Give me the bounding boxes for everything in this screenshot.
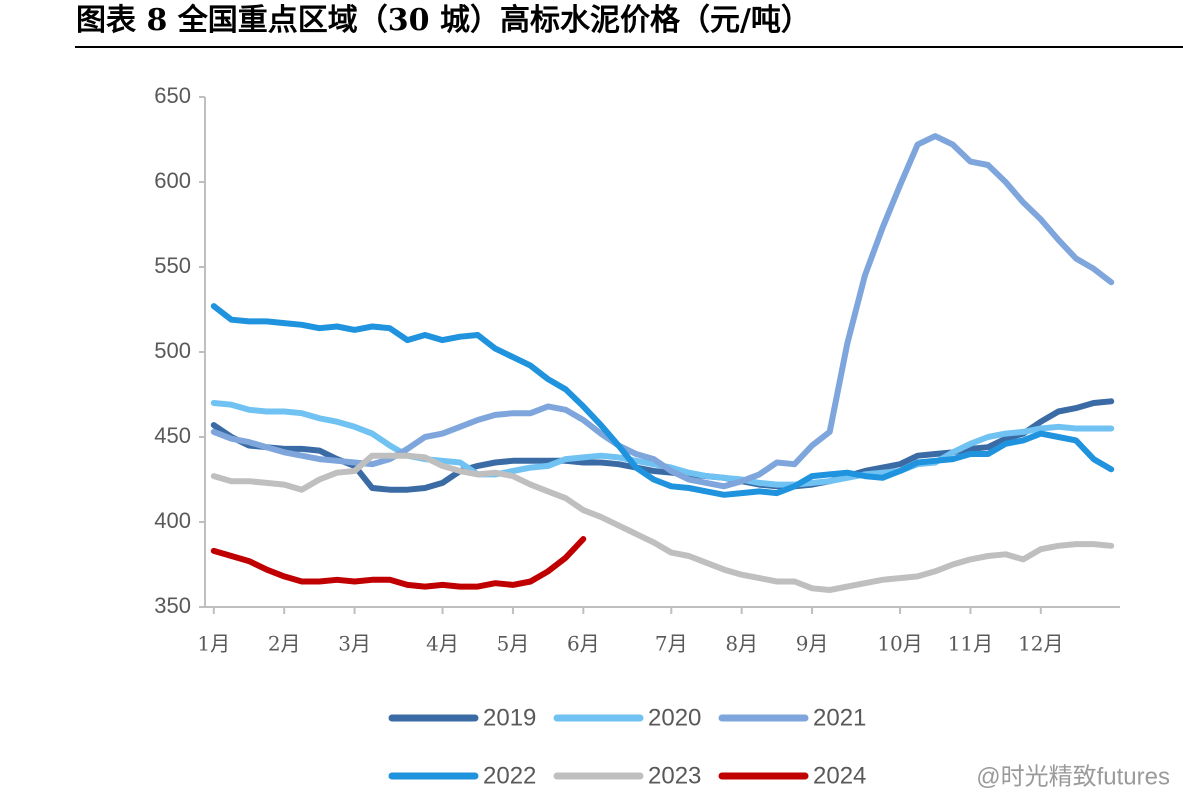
legend-label: 2024 xyxy=(813,762,866,789)
x-tick-label: 6月 xyxy=(567,632,600,656)
legend-label: 2021 xyxy=(813,704,866,731)
chart-title: 图表 8 全国重点区域（30 城）高标水泥价格（元/吨） xyxy=(76,3,811,38)
series-line xyxy=(210,452,1115,593)
series-line xyxy=(210,398,1115,493)
x-tick-label: 2月 xyxy=(268,632,301,656)
x-tick-label: 3月 xyxy=(338,632,371,656)
y-tick-label: 400 xyxy=(154,508,191,533)
x-tick-label: 4月 xyxy=(426,632,459,656)
x-tick-label: 8月 xyxy=(725,632,758,656)
x-tick-label: 11月 xyxy=(948,632,993,656)
series-line xyxy=(210,133,1115,490)
series-line xyxy=(210,536,587,590)
series-line xyxy=(210,303,1115,498)
x-tick-label: 12月 xyxy=(1018,632,1063,656)
y-tick-label: 500 xyxy=(154,338,191,363)
y-tick-label: 600 xyxy=(154,168,191,193)
y-tick-label: 650 xyxy=(154,83,191,108)
y-tick-label: 550 xyxy=(154,253,191,278)
legend-label: 2022 xyxy=(483,762,536,789)
x-tick-label: 5月 xyxy=(497,632,530,656)
watermark: @时光精致futures xyxy=(976,763,1170,790)
legend-label: 2019 xyxy=(483,704,536,731)
y-tick-label: 450 xyxy=(154,423,191,448)
legend-label: 2023 xyxy=(648,762,701,789)
y-tick-label: 350 xyxy=(154,593,191,618)
legend-label: 2020 xyxy=(648,704,701,731)
x-tick-label: 10月 xyxy=(877,632,922,656)
x-tick-label: 1月 xyxy=(197,632,230,656)
x-tick-label: 9月 xyxy=(796,632,829,656)
x-tick-label: 7月 xyxy=(655,632,688,656)
